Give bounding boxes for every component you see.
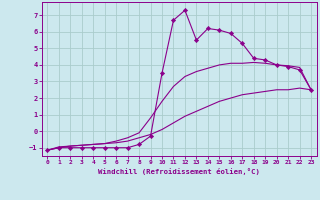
X-axis label: Windchill (Refroidissement éolien,°C): Windchill (Refroidissement éolien,°C) xyxy=(98,168,260,175)
